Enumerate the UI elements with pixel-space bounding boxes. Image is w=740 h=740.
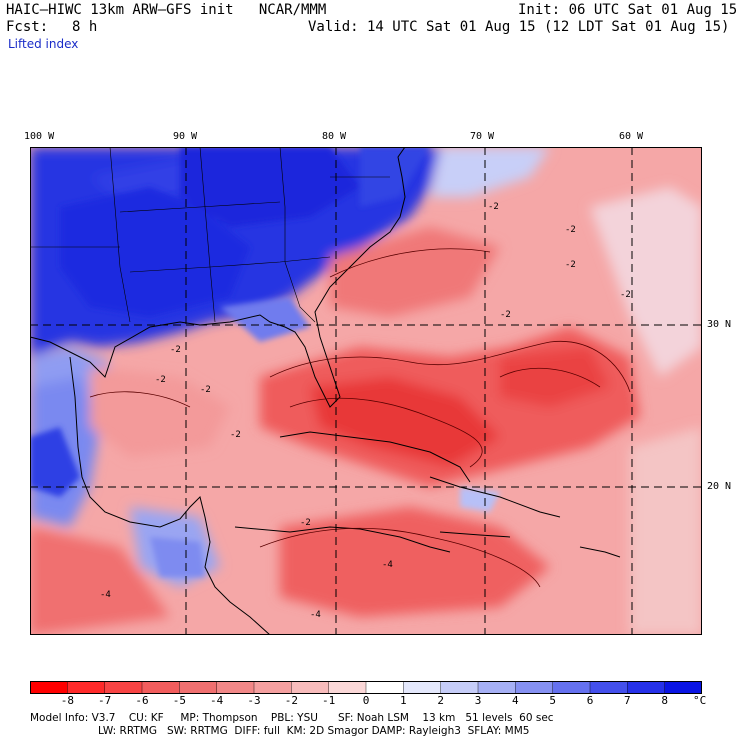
- contour-label: -2: [500, 310, 511, 320]
- lon-label-70w: 70 W: [470, 131, 495, 142]
- lon-label-80w: 80 W: [322, 131, 347, 142]
- colorbar-cell: [627, 681, 666, 694]
- colorbar-cell: [30, 681, 69, 694]
- colorbar-tick-label: -2: [284, 694, 298, 707]
- colorbar-cell: [67, 681, 106, 694]
- lat-label-30n: 30 N: [707, 319, 732, 330]
- graticule: [30, 147, 702, 635]
- lat-label-20n: 20 N: [707, 481, 732, 492]
- colorbar-cell: [664, 681, 702, 694]
- colorbar-cell: [440, 681, 479, 694]
- contour-label: -4: [100, 590, 111, 600]
- colorbar-tick-label: 7: [624, 694, 631, 707]
- model-info-line2: LW: RRTMG SW: RRTMG DIFF: full KM: 2D Sm…: [98, 725, 530, 737]
- model-info-line1: Model Info: V3.7 CU: KF MP: Thompson PBL…: [30, 712, 554, 724]
- contour-label: -2: [200, 385, 211, 395]
- lon-label-90w: 90 W: [173, 131, 198, 142]
- colorbar-cell: [291, 681, 330, 694]
- contour-label: -2: [565, 225, 576, 235]
- map-frame: [30, 147, 702, 635]
- init-time: Init: 06 UTC Sat 01 Aug 15: [518, 2, 738, 18]
- colorbar-tick-label: 8: [661, 694, 668, 707]
- contour-label: -4: [310, 610, 321, 620]
- state-borders: [30, 147, 390, 323]
- colorbar-tick-label: 5: [549, 694, 556, 707]
- colorbar-unit: °C: [693, 694, 707, 707]
- contour-label: -2: [170, 345, 181, 355]
- colorbar-tick-label: -1: [322, 694, 336, 707]
- colorbar-tick-label: 0: [362, 694, 370, 707]
- forecast-hour: 8 h: [72, 19, 98, 35]
- contour-lines: [89, 248, 631, 588]
- contour-label: -2: [620, 290, 631, 300]
- lifted-index-map: -2 -2 -2 -2 -2 -2 -2 -2 -4 -4 -4 -2 -2: [30, 147, 702, 635]
- colorbar-tick-label: 3: [474, 694, 482, 707]
- colorbar-cell: [141, 681, 181, 694]
- colorbar-cell: [552, 681, 591, 694]
- colorbar-tick-label: -4: [210, 694, 224, 707]
- plot-title: HAIC–HIWC 13km ARW–GFS init NCAR/MMM: [6, 2, 327, 18]
- lon-label-100w: 100 W: [24, 131, 55, 142]
- colorbar-cell: [515, 681, 554, 694]
- colorbar-cell: [253, 681, 293, 694]
- colorbar-cell: [328, 681, 367, 694]
- contour-label: -4: [382, 560, 393, 570]
- colorbar-cell: [104, 681, 143, 694]
- colorbar-cell: [589, 681, 629, 694]
- colorbar-tick-label: -3: [247, 694, 261, 707]
- lon-label-60w: 60 W: [619, 131, 644, 142]
- contour-label: -2: [155, 375, 166, 385]
- colorbar-cell: [216, 681, 255, 694]
- colorbar-tick-label: 2: [437, 694, 444, 707]
- colorbar-tick-label: -8: [60, 694, 74, 707]
- coastlines: [30, 147, 621, 635]
- colorbar-cell: [477, 681, 517, 694]
- contour-label: -2: [300, 518, 311, 528]
- colorbar-cell: [179, 681, 218, 694]
- colorbar-frame: [30, 681, 702, 694]
- contour-label: -2: [488, 202, 499, 212]
- colorbar-tick-label: -5: [172, 694, 186, 707]
- valid-time: Valid: 14 UTC Sat 01 Aug 15 (12 LDT Sat …: [308, 19, 730, 35]
- colorbar-cell: [403, 681, 442, 694]
- colorbar-cell: [365, 681, 405, 694]
- contour-label: -2: [230, 430, 241, 440]
- colorbar-tick-label: -6: [135, 694, 149, 707]
- forecast-label: Fcst:: [6, 19, 49, 35]
- colorbar-tick-label: -7: [98, 694, 112, 707]
- colorbar-tick-label: 4: [512, 694, 519, 707]
- colorbar-tick-label: 6: [586, 694, 594, 707]
- colorbar-tick-label: 1: [400, 694, 407, 707]
- colorbar: [30, 681, 702, 694]
- field-name: Lifted index: [8, 37, 79, 51]
- field-detail: [30, 147, 500, 577]
- contour-label: -2: [565, 260, 576, 270]
